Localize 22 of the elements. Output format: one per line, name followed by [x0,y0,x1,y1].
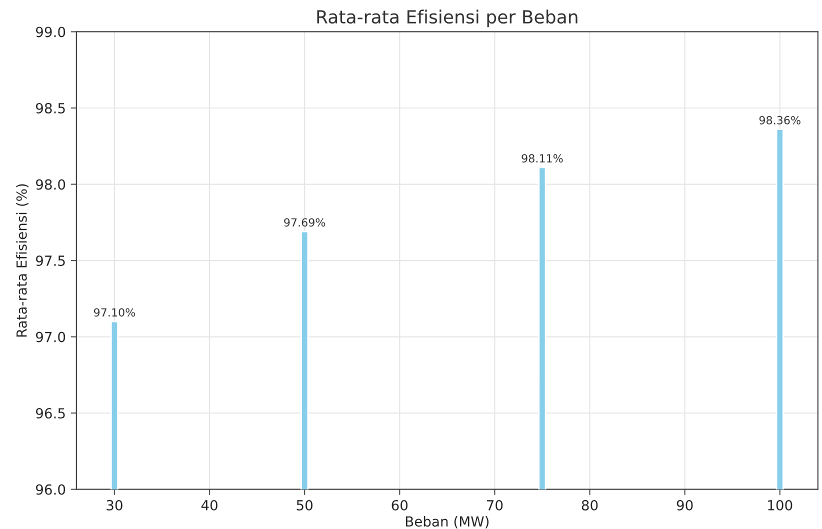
x-tick-label: 60 [392,500,408,510]
y-tick-label: 98.0 [36,179,66,190]
y-axis-title: Rata-rata Efisiensi (%) [16,184,28,337]
x-tick-label: 90 [676,500,693,510]
y-tick-label: 97.0 [36,332,66,342]
y-tick-label: 96.0 [36,484,66,495]
data-label: 98.36% [759,116,800,124]
y-tick-label: 96.5 [36,408,65,419]
data-label: 97.10% [94,308,136,317]
x-tick-label: 40 [201,500,218,510]
x-tick-label: 70 [487,500,503,510]
x-tick-label: 80 [582,500,598,510]
x-tick-label: 50 [296,500,312,510]
x-axis-title: Beban (MW) [406,516,489,528]
y-tick-label: 99.0 [36,26,66,38]
x-tick-label: 30 [106,500,122,510]
data-label: 98.11% [522,154,563,163]
y-tick-label: 98.5 [36,102,65,114]
data-label: 97.69% [284,218,326,227]
chart-title: Rata-rata Efisiensi per Beban [317,10,578,28]
x-tick-label: 100 [768,500,792,510]
y-tick-label: 97.5 [36,256,65,266]
